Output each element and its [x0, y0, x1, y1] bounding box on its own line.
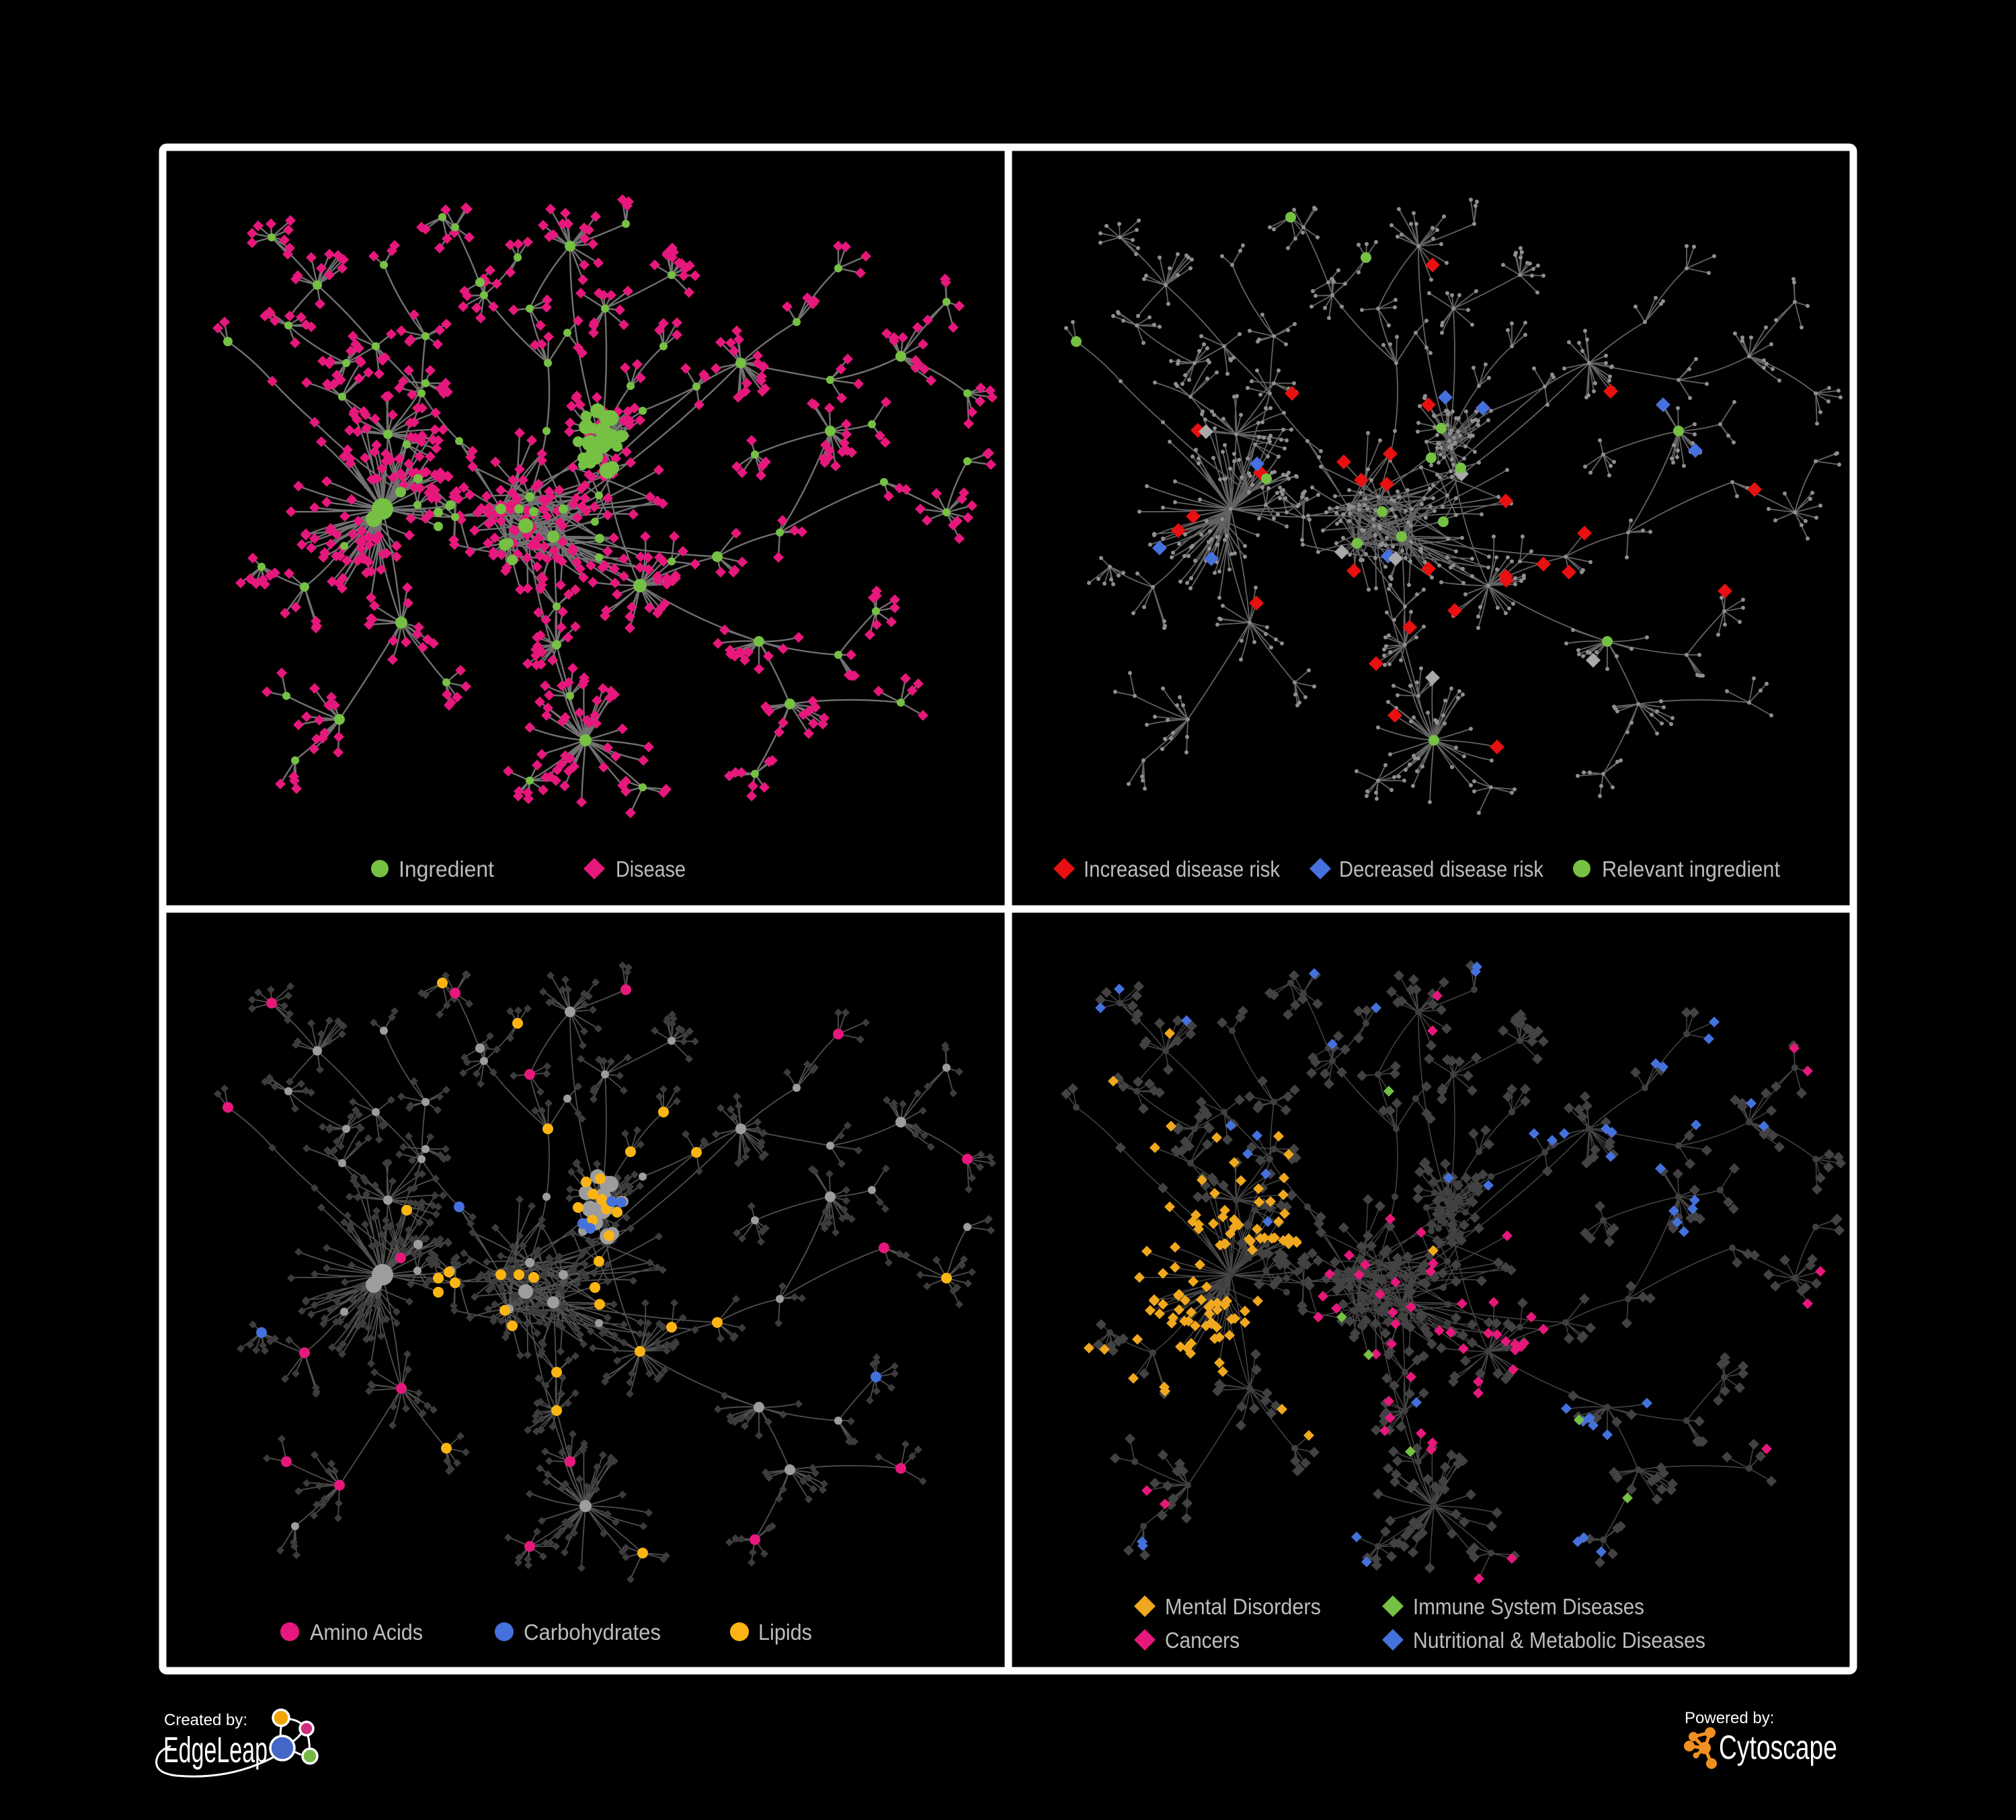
svg-text:Nutritional & Metabolic Diseas: Nutritional & Metabolic Diseases	[1413, 1628, 1705, 1653]
svg-text:Decreased disease risk: Decreased disease risk	[1339, 857, 1543, 881]
svg-text:Relevant ingredient: Relevant ingredient	[1602, 857, 1780, 881]
svg-text:Created by:: Created by:	[164, 1711, 247, 1729]
svg-text:EdgeLeap: EdgeLeap	[163, 1730, 268, 1770]
svg-text:Ingredient: Ingredient	[399, 857, 494, 881]
svg-text:Lipids: Lipids	[758, 1620, 812, 1645]
svg-text:Cytoscape: Cytoscape	[1719, 1729, 1837, 1766]
svg-text:Carbohydrates: Carbohydrates	[524, 1620, 661, 1645]
svg-text:Immune System Diseases: Immune System Diseases	[1413, 1594, 1644, 1619]
svg-text:Powered by:: Powered by:	[1685, 1709, 1774, 1727]
svg-text:Amino Acids: Amino Acids	[310, 1620, 423, 1645]
svg-text:Disease: Disease	[616, 857, 686, 881]
svg-text:Cancers: Cancers	[1165, 1628, 1240, 1653]
svg-text:Mental Disorders: Mental Disorders	[1165, 1594, 1321, 1619]
svg-text:Increased disease risk: Increased disease risk	[1084, 857, 1280, 881]
